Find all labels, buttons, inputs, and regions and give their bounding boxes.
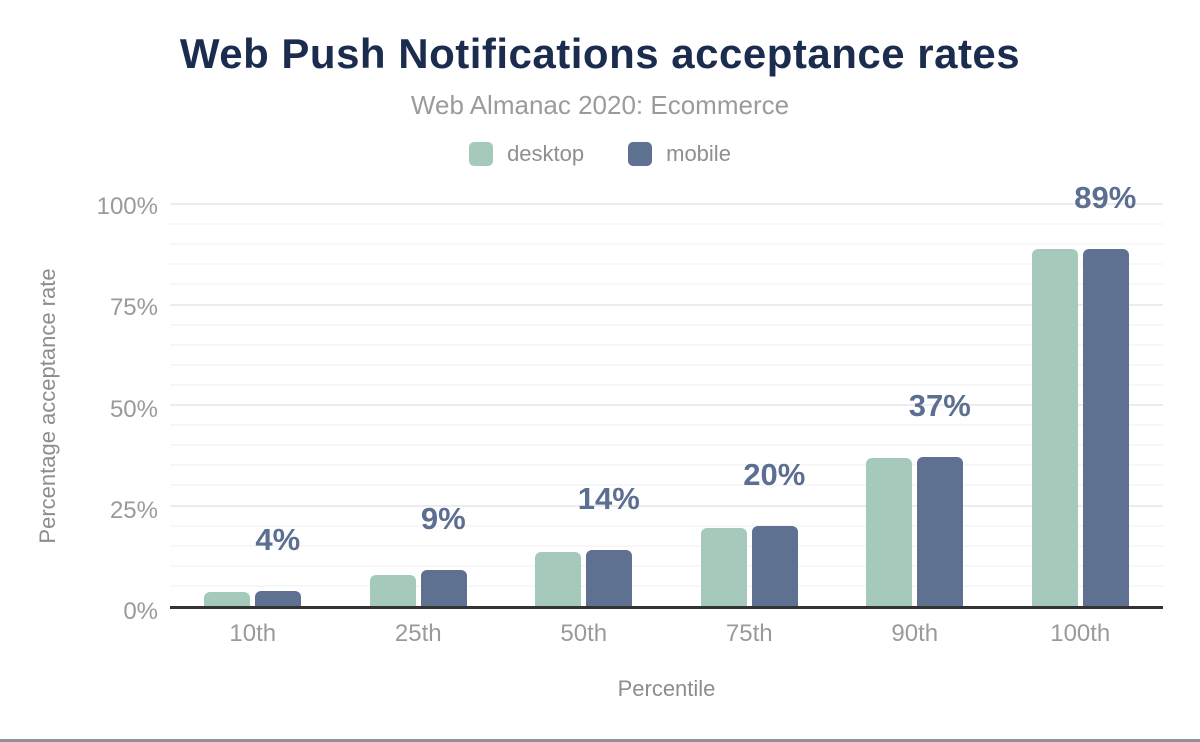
bar-value-label: 20% [743,456,806,492]
bar-mobile-75th [751,525,798,606]
y-tick-label: 75% [109,294,158,322]
gridline [170,343,1163,346]
bar-groups: 4% 10th 9% 25th 14% 50th 20% 75th 37% 90th 89% 100t… [170,182,1164,647]
bar-value-label: 37% [908,388,971,424]
bar-value-label: 14% [577,480,640,516]
gridline [170,263,1163,266]
x-axis-title: Percentile [617,676,716,701]
gridline [170,544,1163,547]
bar-desktop-75th [700,528,747,606]
legend-item-mobile: mobile [628,141,731,167]
bar-group-75th: 20% 75th [667,204,833,647]
x-tick-label: 75th [725,620,773,647]
gridline [170,484,1163,487]
x-tick-label: 10th [229,620,277,647]
bar-desktop-50th [535,552,582,606]
y-axis-labels: 0% 25% 50% 75% 100% [0,193,158,625]
bottom-strip [0,739,1200,742]
gridline [170,424,1163,427]
x-tick-label: 100th [1050,620,1111,647]
bar-mobile-10th [255,590,302,606]
bar-value-label: 89% [1074,179,1137,215]
x-tick-label: 90th [891,620,939,647]
gridline [170,464,1163,467]
gridline [170,283,1163,286]
bar-group-100th: 89% 100th [998,182,1164,647]
gridline [170,524,1163,527]
desktop-swatch-icon [469,142,494,166]
bar-group-10th: 4% 10th [170,204,336,647]
gridline [170,584,1163,587]
x-tick-label: 50th [560,620,608,647]
legend-item-desktop: desktop [469,141,584,167]
bar-value-label: 9% [420,501,466,537]
x-tick-label: 25th [394,620,442,647]
gridline [170,243,1163,246]
plot-area: 4% 10th 9% 25th 14% 50th 20% 75th 37% 90th 89% 100t… [170,182,1164,647]
gridline [170,383,1163,386]
gridline [170,223,1163,226]
bar-mobile-25th [420,570,467,606]
gridline [170,504,1163,507]
gridline [170,303,1163,306]
bar-group-90th: 37% 90th [832,204,998,647]
y-tick-label: 25% [109,496,158,524]
bar-desktop-10th [204,591,251,606]
bar-desktop-90th [866,458,913,606]
y-tick-label: 100% [96,193,158,220]
bar-group-50th: 14% 50th [501,204,667,647]
bar-mobile-100th [1082,248,1129,606]
bar-desktop-25th [369,574,416,606]
legend-label-desktop: desktop [507,141,585,166]
chart-title: Web Push Notifications acceptance rates [179,30,1021,77]
gridline [170,323,1163,326]
bar-desktop-100th [1031,248,1078,606]
y-axis-title: Percentage acceptance rate [35,268,60,544]
gridline [170,363,1163,366]
bar-value-label: 4% [255,521,301,557]
gridline [170,404,1163,406]
gridline [170,564,1163,567]
bar-group-25th: 9% 25th [336,204,502,647]
bar-mobile-50th [586,549,633,606]
gridline [170,444,1163,447]
y-tick-label: 50% [109,395,158,423]
legend: desktop mobile [0,141,1200,167]
legend-label-mobile: mobile [666,141,731,166]
chart-subtitle: Web Almanac 2020: Ecommerce [410,90,790,120]
gridline [170,203,1163,205]
y-tick-label: 0% [123,598,158,625]
mobile-swatch-icon [628,142,653,166]
bar-mobile-90th [917,457,964,606]
